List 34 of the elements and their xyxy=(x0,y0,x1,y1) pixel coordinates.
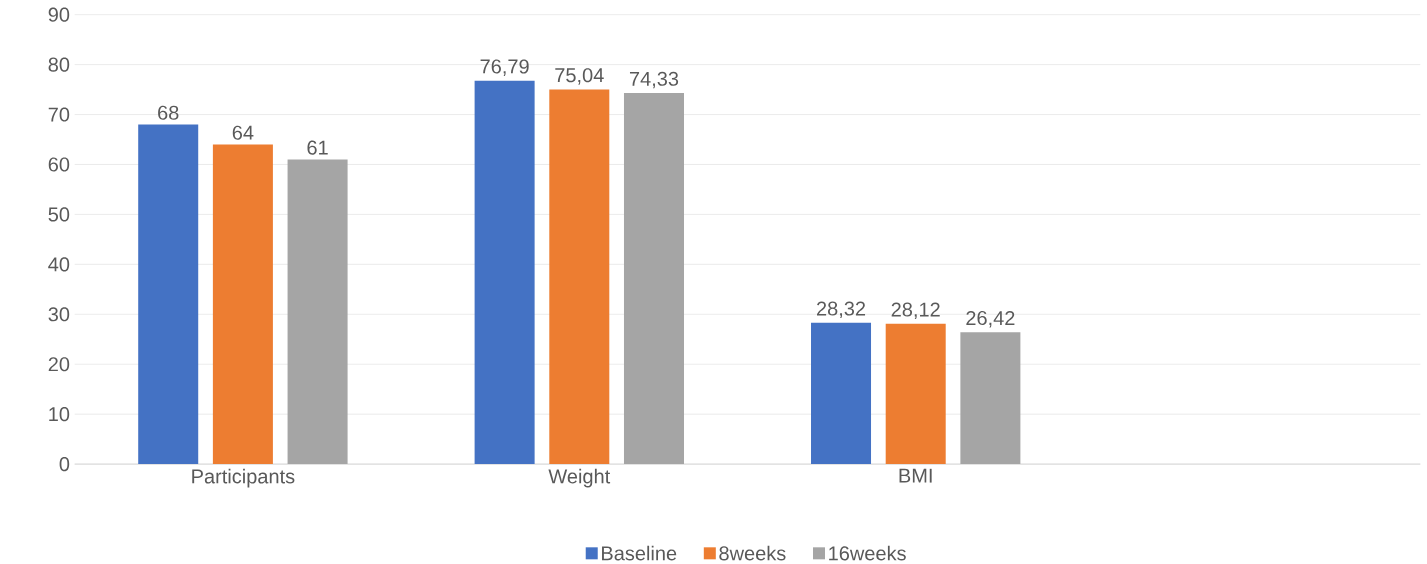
y-tick-label: 40 xyxy=(48,257,70,272)
legend-label: 8weeks xyxy=(719,545,786,561)
bar xyxy=(549,89,610,465)
data-label: 28,32 xyxy=(816,301,866,318)
y-tick-label: 0 xyxy=(59,456,70,472)
y-tick-label: 50 xyxy=(48,207,70,222)
data-label: 28,12 xyxy=(891,302,940,319)
bar xyxy=(212,144,273,465)
data-label: 68 xyxy=(158,105,179,120)
data-label: 26,42 xyxy=(966,310,1015,328)
data-label: 74,33 xyxy=(629,71,679,89)
bar xyxy=(811,322,872,465)
data-label: 75,04 xyxy=(555,68,604,85)
legend-label: 16weeks xyxy=(829,545,906,561)
y-tick-label: 80 xyxy=(48,57,70,72)
y-tick-label: 20 xyxy=(48,357,70,372)
x-tick-label: Weight xyxy=(548,468,611,488)
bar xyxy=(885,323,946,465)
y-tick-label: 70 xyxy=(48,107,70,122)
y-tick-label: 10 xyxy=(49,407,70,422)
bar xyxy=(474,80,535,465)
data-label: 61 xyxy=(307,140,328,155)
bar xyxy=(623,92,684,465)
data-label: 76,79 xyxy=(480,59,529,76)
legend-label: Baseline xyxy=(602,545,677,561)
y-tick-label: 30 xyxy=(48,307,70,322)
bar xyxy=(138,124,199,465)
bar xyxy=(287,159,348,465)
y-tick-label: 90 xyxy=(48,7,70,22)
y-tick-label: 60 xyxy=(48,157,70,172)
x-tick-label: Participants xyxy=(192,468,295,488)
x-tick-label: BMI xyxy=(899,468,932,483)
bar xyxy=(960,332,1021,465)
data-label: 64 xyxy=(232,125,254,140)
